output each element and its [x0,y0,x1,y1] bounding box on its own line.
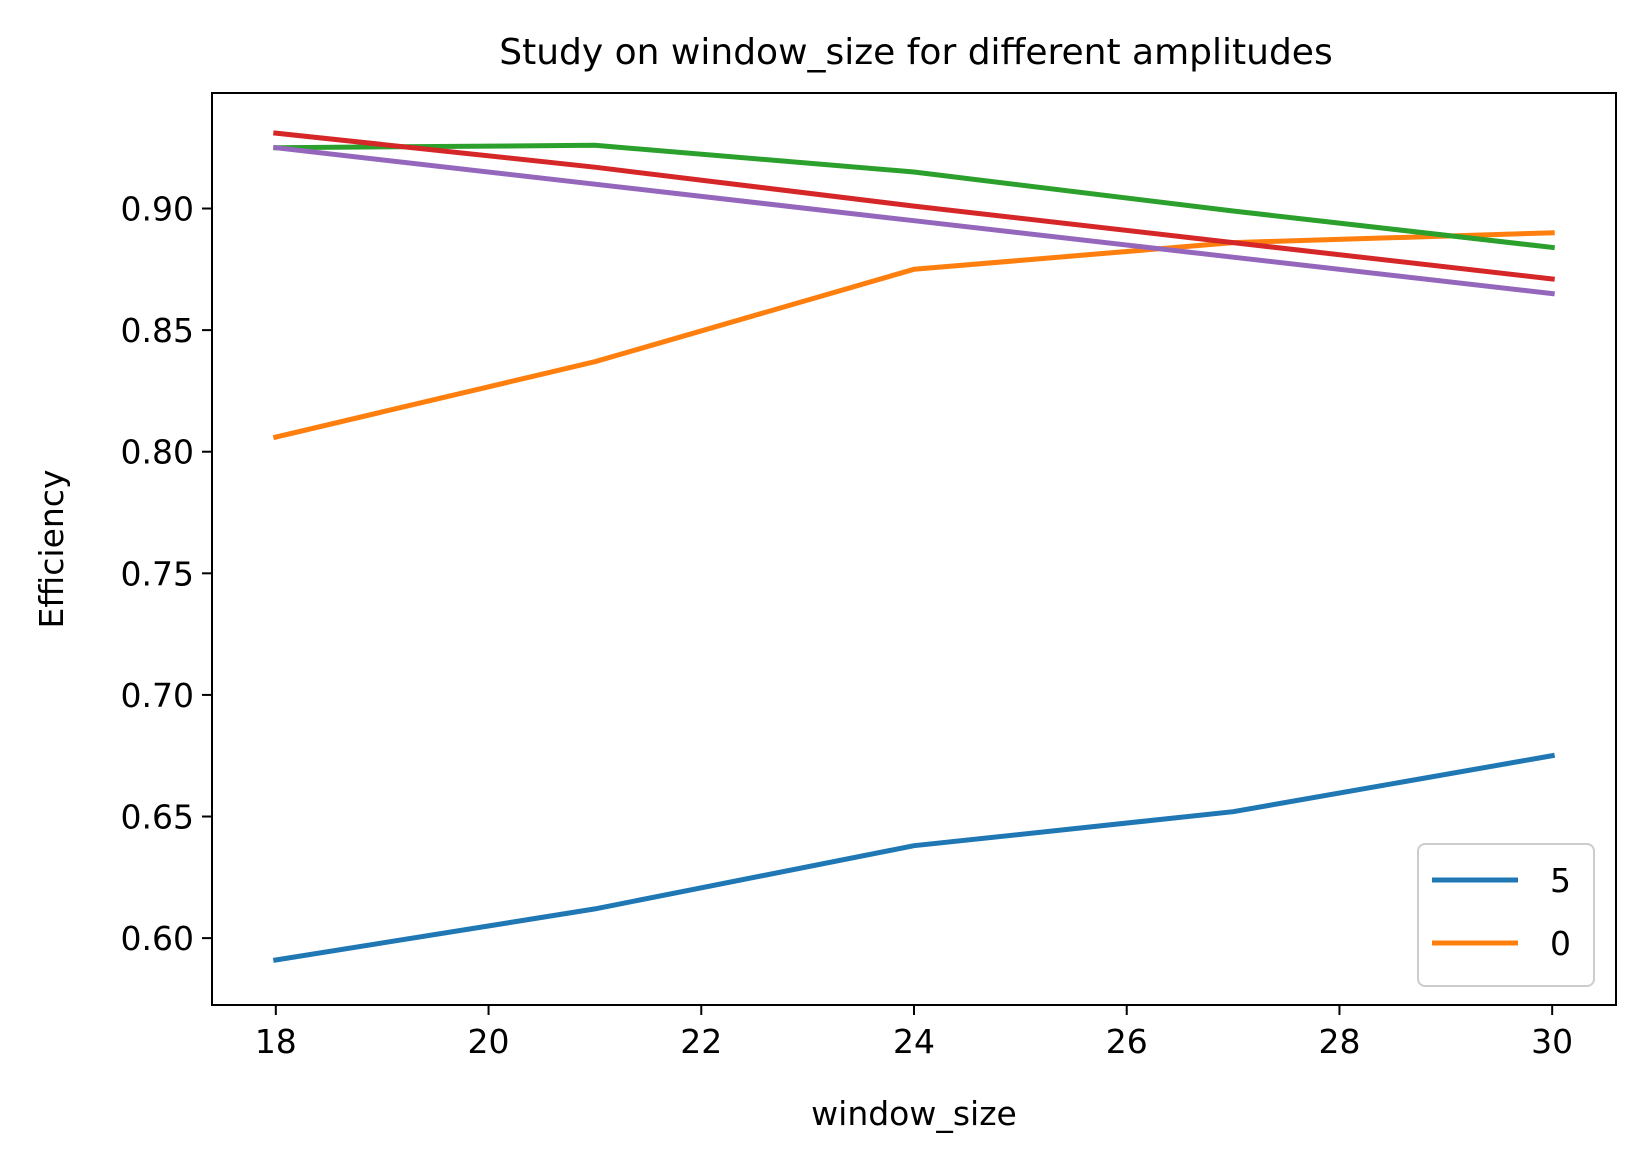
y-axis: 0.60 0.65 0.70 0.75 0.80 0.85 0.90 [121,190,212,958]
y-axis-label: Efficiency [32,470,71,629]
x-tick-label-20: 20 [468,1022,510,1061]
x-tick-label-26: 26 [1106,1022,1148,1061]
x-tick-label-28: 28 [1318,1022,1360,1061]
y-tick-label-0.75: 0.75 [121,554,194,593]
series-line-1 [272,230,1555,441]
y-tick-label-0.60: 0.60 [121,919,194,958]
series-line-3 [273,130,1555,282]
plot-area [211,92,1617,1006]
x-tick-label-30: 30 [1531,1022,1573,1061]
y-tick-label-0.80: 0.80 [121,433,194,472]
x-tick-label-24: 24 [893,1022,935,1061]
x-tick-label-22: 22 [680,1022,722,1061]
y-tick-label-0.85: 0.85 [121,311,194,350]
y-tick-label-0.65: 0.65 [121,798,194,837]
legend-label-5: 5 [1550,861,1571,900]
series-line-0 [272,752,1556,963]
x-axis: 18 20 22 24 26 28 30 [255,1005,1573,1061]
series-line-2 [273,142,1555,251]
legend: 5 0 [1417,843,1595,987]
legend-label-0: 0 [1550,924,1571,963]
chart-title: Study on window_size for different ampli… [499,32,1332,73]
x-axis-label: window_size [811,1094,1017,1133]
y-tick-label-0.70: 0.70 [121,676,194,715]
y-tick-label-0.90: 0.90 [121,190,194,229]
series-layer [272,130,1556,963]
series-line-4 [273,144,1555,297]
x-tick-label-18: 18 [255,1022,297,1061]
plot-background [212,93,1616,1005]
